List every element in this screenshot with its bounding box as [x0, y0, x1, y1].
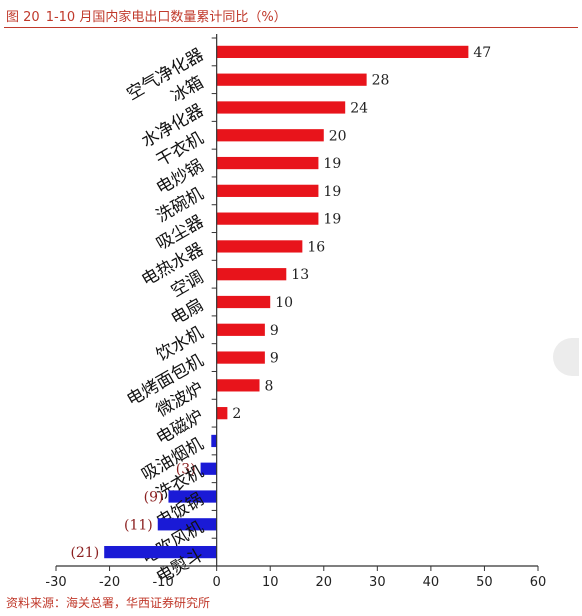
data-label-19: (21) [70, 545, 99, 561]
data-label-9: 13 [291, 267, 309, 283]
title-divider [4, 27, 578, 28]
x-tick-label-10: 60 [530, 575, 547, 590]
figure-caption: 1-10 月国内家电出口数量累计同比（%） [45, 10, 287, 25]
x-tick-label-6: 20 [316, 575, 333, 590]
bar-2 [216, 73, 367, 86]
figure-number: 图 20 [6, 10, 40, 25]
x-tick-label-2: -20 [99, 575, 120, 590]
bar-8 [216, 240, 303, 253]
data-label-17: (9) [144, 490, 164, 506]
bar-1 [216, 45, 469, 59]
bar-5 [216, 156, 319, 170]
data-label-2: 28 [372, 73, 390, 89]
data-label-3: 24 [350, 100, 368, 116]
x-tick-label-8: 40 [423, 575, 440, 590]
data-label-16: (3) [176, 462, 196, 478]
source-note: 资料来源：海关总署，华西证券研究所 [6, 596, 211, 610]
data-label-18: (11) [124, 517, 153, 533]
data-label-6: 19 [323, 184, 341, 200]
bar-18 [157, 518, 217, 531]
bar-16 [200, 462, 217, 475]
bar-6 [216, 184, 319, 197]
side-scroll-handle[interactable] [553, 338, 579, 376]
data-label-5: 19 [323, 156, 341, 172]
bar-17 [168, 490, 217, 503]
bar-14 [216, 407, 228, 420]
data-label-10: 10 [275, 295, 293, 311]
bar-3 [216, 101, 346, 114]
x-tick-label-3: -10 [152, 575, 173, 590]
x-tick-label-1: -30 [45, 575, 66, 590]
bar-12 [216, 351, 265, 364]
data-label-11: 9 [270, 323, 279, 339]
figure-title: 图 20 1-10 月国内家电出口数量累计同比（%） [6, 6, 293, 25]
x-tick-label-9: 50 [476, 575, 493, 590]
bar-10 [216, 295, 271, 309]
x-tick-label-5: 10 [262, 575, 279, 590]
x-tick-label-7: 30 [369, 575, 386, 590]
data-label-8: 16 [307, 239, 325, 255]
bar-13 [216, 379, 260, 392]
bar-15 [211, 434, 217, 448]
data-label-4: 20 [329, 128, 347, 144]
data-label-1: 47 [473, 45, 491, 61]
x-tick-label-4: 0 [213, 575, 221, 590]
bar-11 [216, 323, 265, 336]
category-label-10: 电扇 [168, 295, 207, 329]
bar-7 [216, 212, 319, 225]
data-label-12: 9 [270, 351, 279, 367]
data-label-13: 8 [265, 378, 274, 394]
bar-19 [104, 545, 217, 559]
bar-4 [216, 129, 324, 142]
data-label-7: 19 [323, 212, 341, 228]
chart-area: 47 空气净化器 28 冰箱 24 水净化器 20 干衣机 19 电炒锅 19 洗碗机 19 吸尘器 16 电… [0, 30, 582, 590]
data-label-14: 2 [232, 406, 241, 422]
bar-9 [216, 268, 287, 281]
